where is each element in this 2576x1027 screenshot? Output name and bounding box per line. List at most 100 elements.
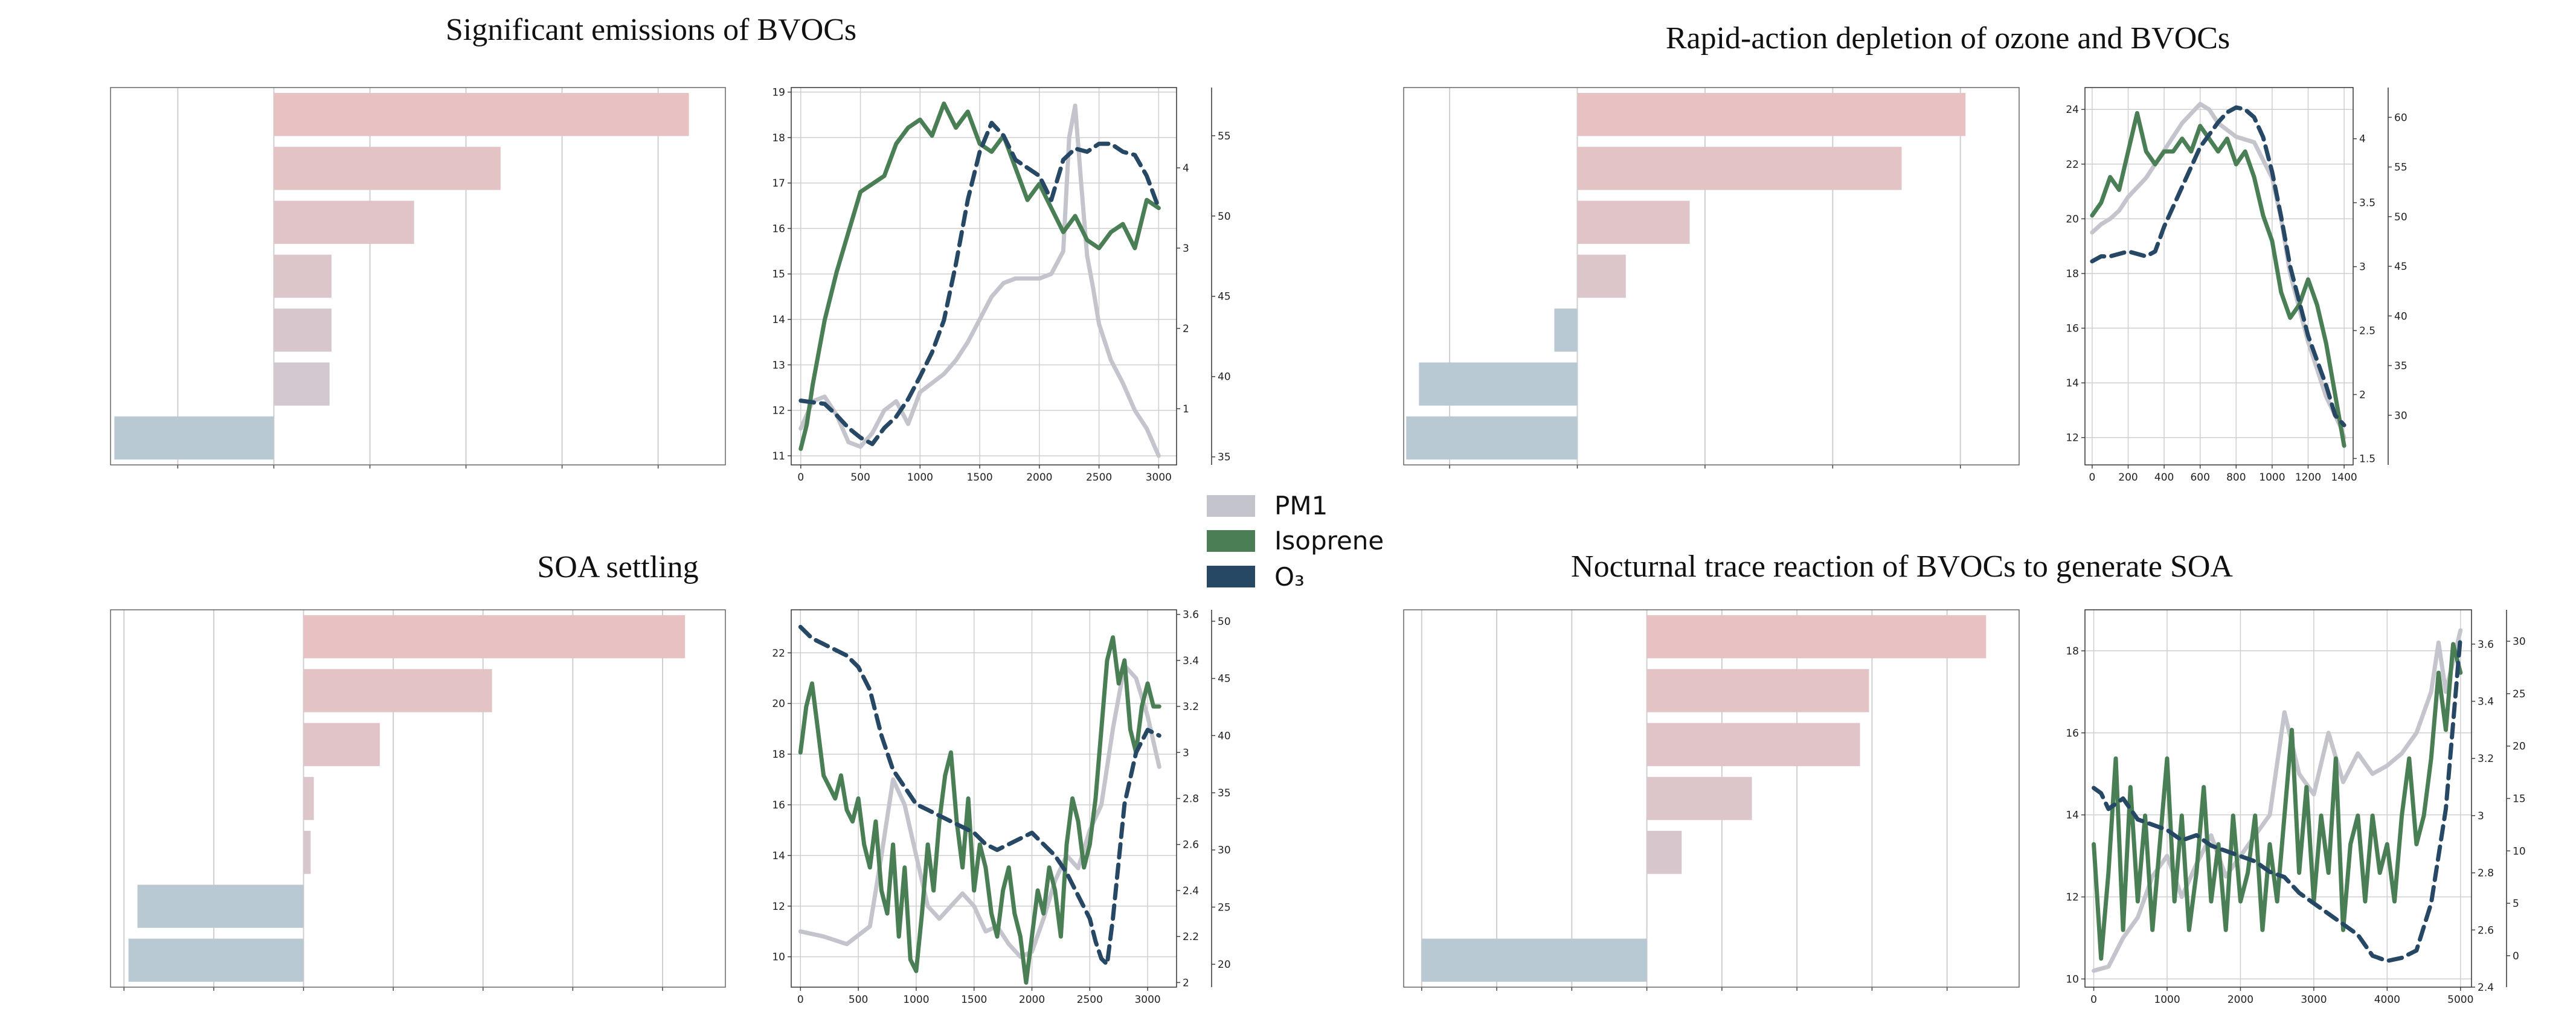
line-chart-subsequence-3: 0 1000 2000 3000 4000 5000 10 12 14 16 18 2.4 2.6 2.8… bbox=[2066, 609, 2526, 1006]
y-tick-label-right2: 25 bbox=[2513, 688, 2526, 700]
bar bbox=[274, 147, 501, 190]
plot-frame bbox=[1403, 609, 2020, 988]
legend-swatch-isoprene bbox=[1207, 530, 1255, 552]
x-tick-label: 0 bbox=[797, 994, 804, 1006]
y-tick-label-right1: 2.8 bbox=[2478, 868, 2494, 880]
bar bbox=[303, 831, 311, 874]
bar-chart-subsequence-3 bbox=[1403, 609, 2020, 991]
y-tick-label-right1: 2.6 bbox=[1183, 839, 1199, 851]
y-tick-label-right1: 2.5 bbox=[2359, 325, 2375, 338]
series-line-pm1 bbox=[2090, 101, 2346, 440]
x-tick-label: 2000 bbox=[1019, 994, 1045, 1006]
plot-frame bbox=[2084, 87, 2354, 466]
series-line-o3 bbox=[798, 624, 1161, 967]
y-tick-label-left: 18 bbox=[772, 132, 785, 144]
bar-chart-subsequence-2 bbox=[110, 609, 726, 991]
y-tick-label-right2: 35 bbox=[1218, 452, 1231, 464]
x-tick-label: 2500 bbox=[1086, 472, 1112, 484]
y-tick-label-right2: 35 bbox=[1218, 787, 1231, 799]
bar bbox=[128, 938, 304, 982]
y-tick-label-left: 14 bbox=[772, 314, 785, 326]
y-tick-label-left: 16 bbox=[772, 223, 785, 235]
legend-swatch-pm1 bbox=[1207, 495, 1255, 517]
x-tick-label: 2000 bbox=[1026, 472, 1052, 484]
y-tick-label-right2: 20 bbox=[2513, 741, 2526, 753]
y-tick-label-left: 18 bbox=[2066, 645, 2079, 657]
y-tick-label-right1: 3.6 bbox=[2478, 639, 2494, 651]
y-tick-label-right1: 2.2 bbox=[1183, 931, 1199, 943]
y-tick-label-left: 20 bbox=[2066, 213, 2079, 225]
y-tick-label-right2: 15 bbox=[2513, 793, 2526, 805]
x-tick-label: 1000 bbox=[907, 472, 933, 484]
y-tick-label-right1: 2 bbox=[1183, 323, 1189, 335]
plot-frame bbox=[791, 87, 1177, 466]
y-tick-label-right2: 30 bbox=[2513, 636, 2526, 648]
y-tick-label-right2: 55 bbox=[2394, 162, 2407, 174]
plot-frame bbox=[110, 87, 726, 466]
x-tick-label: 1000 bbox=[2259, 472, 2285, 484]
bar bbox=[274, 362, 330, 406]
y-tick-label-left: 18 bbox=[2066, 268, 2079, 280]
x-tick-label: 3000 bbox=[1134, 994, 1160, 1006]
y-tick-label-right1: 2 bbox=[2359, 389, 2366, 401]
legend-swatch-o3 bbox=[1207, 566, 1255, 587]
x-tick-label: 4000 bbox=[2374, 994, 2400, 1006]
y-tick-label-right1: 2.4 bbox=[2478, 982, 2494, 994]
y-tick-label-right1: 3.4 bbox=[2478, 696, 2494, 708]
y-tick-label-right1: 2.6 bbox=[2478, 924, 2494, 936]
x-tick-label: 3000 bbox=[2301, 994, 2327, 1006]
x-tick-label: 200 bbox=[2118, 472, 2138, 484]
x-tick-label: 1500 bbox=[966, 472, 992, 484]
series-line-isoprene bbox=[2090, 110, 2346, 448]
series-line-o3 bbox=[2092, 633, 2463, 964]
y-tick-label-right2: 40 bbox=[1218, 371, 1231, 383]
y-tick-label-left: 15 bbox=[772, 269, 785, 281]
x-tick-label: 600 bbox=[2190, 472, 2209, 484]
y-tick-label-right2: 45 bbox=[2394, 261, 2407, 273]
x-tick-label: 400 bbox=[2154, 472, 2174, 484]
y-tick-label-right1: 3.5 bbox=[2359, 197, 2375, 210]
x-tick-label: 1200 bbox=[2295, 472, 2321, 484]
y-tick-label-right2: 25 bbox=[1218, 901, 1231, 913]
bar bbox=[274, 254, 332, 298]
bar bbox=[114, 416, 274, 460]
bar bbox=[303, 615, 686, 659]
y-tick-label-right2: 0 bbox=[2513, 950, 2519, 962]
x-tick-label: 3000 bbox=[1146, 472, 1172, 484]
y-tick-label-right1: 2 bbox=[1183, 977, 1189, 989]
y-tick-label-left: 12 bbox=[772, 901, 785, 913]
x-tick-label: 1500 bbox=[961, 994, 987, 1006]
y-tick-label-right2: 60 bbox=[2394, 112, 2407, 124]
plot-frame bbox=[110, 609, 726, 988]
bar bbox=[1577, 200, 1690, 244]
y-tick-label-right1: 2.8 bbox=[1183, 793, 1199, 805]
y-tick-label-left: 16 bbox=[772, 799, 785, 811]
y-tick-label-left: 13 bbox=[772, 359, 785, 371]
bar bbox=[303, 723, 380, 766]
x-tick-label: 1000 bbox=[903, 994, 929, 1006]
y-tick-label-right1: 4 bbox=[1183, 162, 1189, 174]
x-tick-label: 1000 bbox=[2154, 994, 2180, 1006]
y-tick-label-right2: 35 bbox=[2394, 360, 2407, 373]
line-chart-subsequence-1: 0 200 400 600 800 1000 1200 1400121416182022241… bbox=[2066, 87, 2407, 484]
title-panel-2: SOA settling bbox=[537, 550, 698, 584]
bar bbox=[303, 669, 492, 712]
x-tick-label: 0 bbox=[2089, 472, 2096, 484]
y-tick-label-left: 22 bbox=[2066, 159, 2079, 171]
y-tick-label-left: 14 bbox=[2066, 377, 2079, 389]
series-line-isoprene bbox=[798, 635, 1161, 985]
y-tick-label-right2: 45 bbox=[1218, 673, 1231, 685]
bar bbox=[1646, 885, 1648, 928]
x-tick-label: 5000 bbox=[2447, 994, 2473, 1006]
y-tick-label-right2: 40 bbox=[1218, 730, 1231, 742]
y-tick-label-left: 10 bbox=[772, 952, 785, 964]
y-tick-label-right1: 2.4 bbox=[1183, 885, 1199, 897]
bar-chart-subsequence-0 bbox=[110, 87, 726, 469]
y-tick-label-right1: 1.5 bbox=[2359, 453, 2375, 465]
bar bbox=[137, 885, 304, 928]
x-tick-label: 2500 bbox=[1077, 994, 1103, 1006]
legend-label-pm1: PM1 bbox=[1274, 491, 1328, 520]
y-tick-label-left: 10 bbox=[2066, 973, 2079, 985]
y-tick-label-right2: 40 bbox=[2394, 310, 2407, 322]
